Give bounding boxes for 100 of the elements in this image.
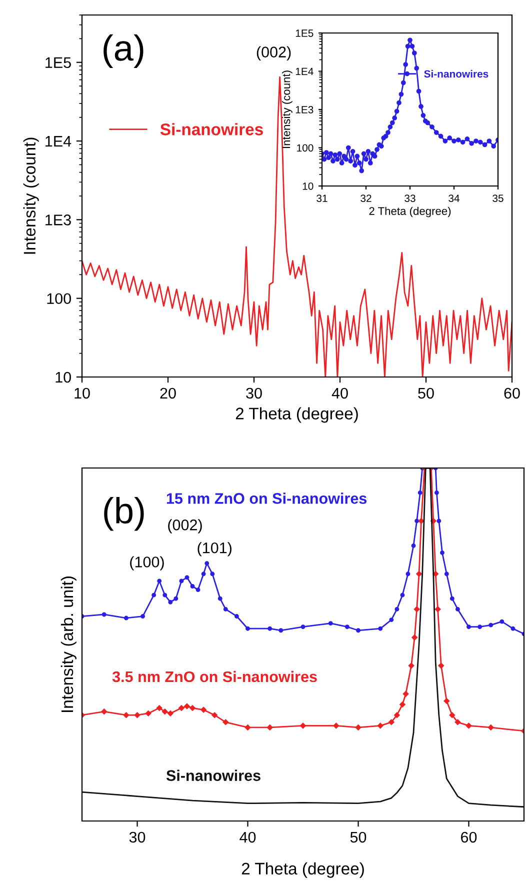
point xyxy=(244,724,251,730)
point xyxy=(500,619,504,624)
x-tick-label: 30 xyxy=(246,388,262,399)
point xyxy=(394,606,400,612)
point xyxy=(134,712,140,718)
point xyxy=(432,571,438,577)
annotation: (b) xyxy=(104,497,144,531)
point xyxy=(278,628,284,633)
point xyxy=(434,490,439,495)
point xyxy=(402,691,409,697)
point xyxy=(444,572,449,576)
y-tick-label: 1E4 xyxy=(46,136,72,147)
point xyxy=(488,622,494,628)
point xyxy=(333,722,340,729)
y-tick-label: 100 xyxy=(297,144,314,152)
point xyxy=(300,624,306,630)
x-tick-label: 35 xyxy=(492,194,504,202)
point xyxy=(168,600,173,604)
x-tick-label: 30 xyxy=(129,832,146,843)
point xyxy=(377,722,384,729)
x-tick-label: 40 xyxy=(332,388,348,399)
x-tick-label: 50 xyxy=(350,832,366,843)
point xyxy=(355,724,362,730)
annotation: (002) xyxy=(256,46,291,60)
series-label: Si-nanowires xyxy=(166,770,260,781)
point xyxy=(466,624,471,630)
point xyxy=(179,578,184,584)
point xyxy=(145,710,152,716)
point xyxy=(222,719,229,726)
point xyxy=(406,572,410,576)
point xyxy=(344,624,350,630)
point xyxy=(218,596,222,601)
point xyxy=(234,614,239,618)
x-tick-label: 60 xyxy=(504,388,520,399)
point xyxy=(204,561,210,566)
point xyxy=(101,708,107,714)
y-tick-label: 100 xyxy=(47,293,71,304)
y-tick-label: 10 xyxy=(56,372,71,383)
point xyxy=(414,518,420,524)
point xyxy=(190,705,196,711)
point xyxy=(438,662,444,669)
x-axis-title: 2 Theta (degree) xyxy=(236,407,358,423)
y-tick-label: 10 xyxy=(302,182,314,190)
x-tick-label: 20 xyxy=(160,388,176,399)
point xyxy=(414,606,420,612)
y-axis-title: Intensity (arb. unit) xyxy=(60,576,76,712)
legend-label: Si-nanowires xyxy=(160,123,263,136)
point xyxy=(394,712,400,718)
y-tick-label: 1E5 xyxy=(296,30,314,37)
annotation: (100) xyxy=(130,556,164,570)
y-tick-label: 1E3 xyxy=(296,106,314,114)
point xyxy=(200,706,206,713)
point xyxy=(408,662,414,669)
x-tick-label: 50 xyxy=(418,388,434,399)
point xyxy=(400,702,406,708)
point xyxy=(434,606,441,612)
point xyxy=(388,719,394,726)
x-axis-title: 2 Theta (degree) xyxy=(369,206,451,218)
point xyxy=(266,724,273,730)
point xyxy=(152,592,156,598)
point xyxy=(140,614,145,618)
y-tick-label: 1E3 xyxy=(46,214,71,226)
point xyxy=(450,596,454,601)
point xyxy=(123,712,130,718)
point xyxy=(418,490,422,495)
point xyxy=(455,606,460,612)
series-label: 3.5 nm ZnO on Si-nanowires xyxy=(112,670,317,682)
x-tick-label: 31 xyxy=(316,194,328,202)
point xyxy=(178,705,184,711)
point xyxy=(416,571,422,577)
point xyxy=(454,719,461,726)
point xyxy=(378,626,383,631)
x-tick-label: 10 xyxy=(74,388,90,399)
point xyxy=(124,616,128,620)
point xyxy=(510,626,516,631)
point xyxy=(168,710,174,716)
annotation: (101) xyxy=(198,542,232,556)
x-axis-title: 2 Theta (degree) xyxy=(242,862,364,878)
point xyxy=(449,712,456,718)
point xyxy=(162,592,168,598)
point xyxy=(389,618,394,622)
point xyxy=(444,698,450,704)
x-tick-label: 60 xyxy=(461,832,477,843)
point xyxy=(356,628,360,633)
point xyxy=(412,634,418,640)
point xyxy=(478,624,482,630)
point xyxy=(184,575,190,580)
x-tick-label: 34 xyxy=(448,194,460,202)
point xyxy=(436,518,442,524)
point xyxy=(411,543,416,548)
point xyxy=(400,592,405,598)
point xyxy=(212,712,218,718)
y-axis-title: Intensity (count) xyxy=(282,70,292,148)
point xyxy=(246,626,250,631)
point xyxy=(300,722,306,729)
point xyxy=(210,572,215,576)
point xyxy=(162,708,168,714)
y-tick-label: 1E5 xyxy=(46,57,71,68)
legend-label: Si-nanowires xyxy=(424,70,488,78)
x-tick-label: 32 xyxy=(360,194,372,202)
